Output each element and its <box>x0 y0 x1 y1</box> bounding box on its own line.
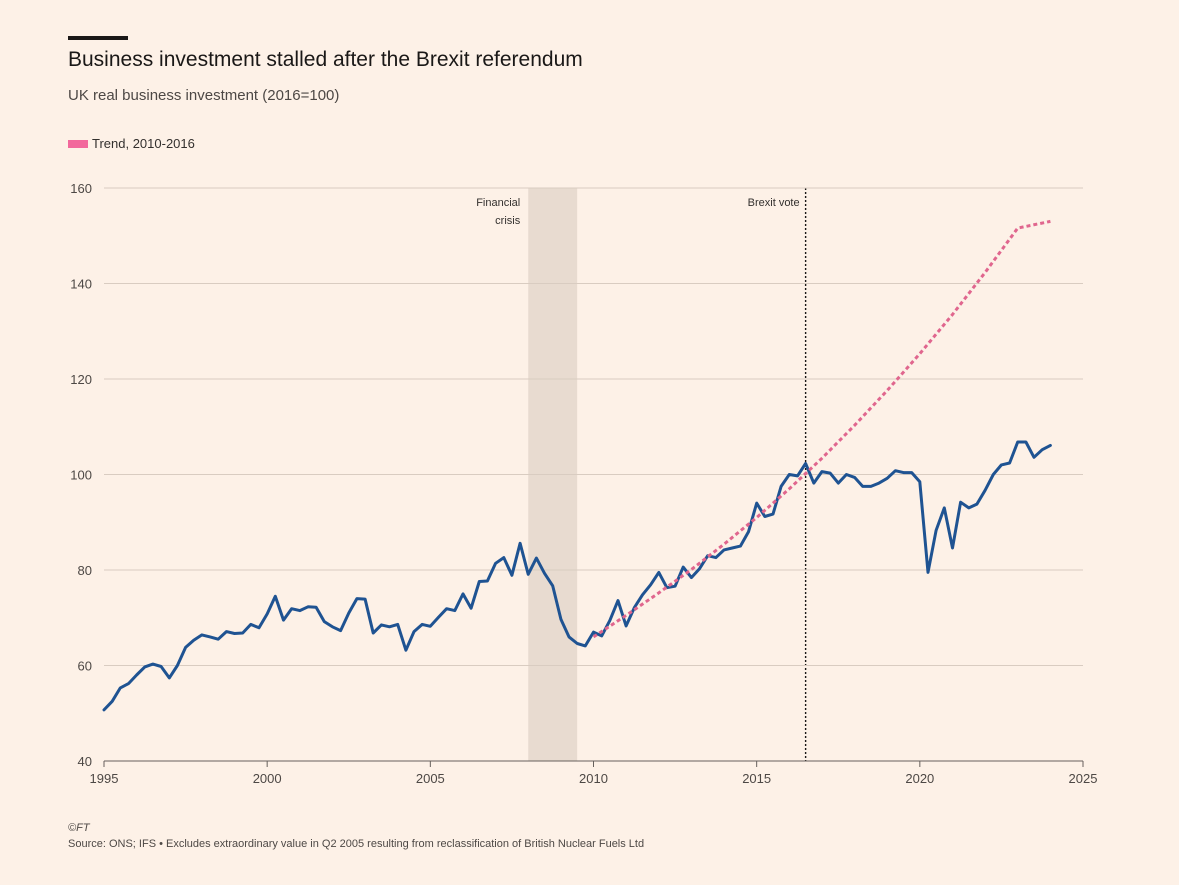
x-tick-label: 2010 <box>579 771 608 786</box>
x-tick-label: 2020 <box>905 771 934 786</box>
financial-crisis-label-line: Financial <box>476 197 520 209</box>
x-tick-label: 2005 <box>416 771 445 786</box>
legend: Trend, 2010-2016 <box>68 136 195 151</box>
y-tick-label: 120 <box>70 372 92 387</box>
x-tick-label: 1995 <box>90 771 119 786</box>
series-layer <box>102 219 1052 712</box>
y-tick-label: 140 <box>70 277 92 292</box>
x-tick-label: 2025 <box>1069 771 1098 786</box>
axes: 40 60 80 100 120 140 160 1995 2000 2005 2010 2015 20… <box>70 181 1097 786</box>
chart-subtitle: UK real business investment (2016=100) <box>68 87 340 104</box>
business-investment-line <box>102 440 1052 712</box>
x-tick-label: 2015 <box>742 771 771 786</box>
x-tick-label: 2000 <box>253 771 282 786</box>
y-tick-label: 160 <box>70 181 92 196</box>
copyright-note: ©FT <box>68 822 90 834</box>
source-note: Source: ONS; IFS • Excludes extraordinar… <box>68 838 645 850</box>
legend-label-trend: Trend, 2010-2016 <box>92 136 195 151</box>
trend-line <box>592 219 1051 639</box>
y-tick-label: 100 <box>70 468 92 483</box>
grid-lines <box>104 187 1083 666</box>
chart-title: Business investment stalled after the Br… <box>68 48 583 71</box>
financial-crisis-label-line: crisis <box>495 215 521 227</box>
brexit-vote-label: Brexit vote <box>748 197 800 209</box>
y-tick-label: 60 <box>78 659 92 674</box>
legend-swatch-trend <box>68 139 88 148</box>
y-tick-label: 40 <box>78 754 92 769</box>
title-accent-bar <box>68 36 128 40</box>
y-tick-label: 80 <box>78 563 92 578</box>
